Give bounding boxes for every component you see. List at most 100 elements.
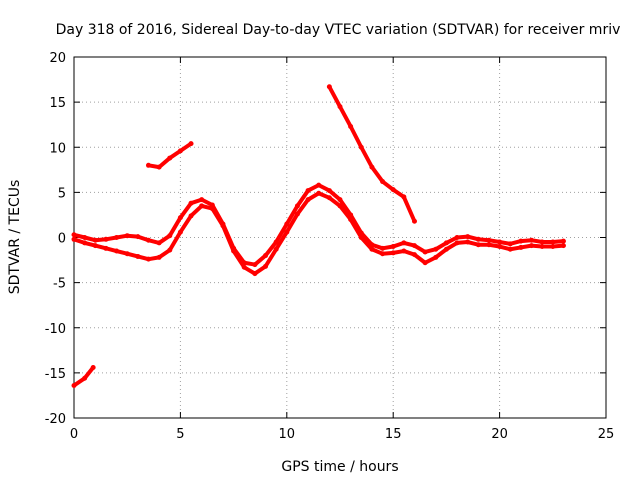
- data-point: [529, 243, 535, 249]
- data-point: [263, 263, 269, 269]
- x-tick-label: 10: [279, 427, 296, 442]
- data-point: [390, 187, 396, 193]
- data-point: [82, 235, 88, 240]
- data-point: [550, 244, 556, 250]
- data-point: [145, 237, 151, 243]
- data-point: [305, 188, 311, 194]
- data-point: [380, 179, 386, 185]
- series-segment-start: [71, 364, 96, 389]
- data-point: [209, 206, 215, 212]
- data-point: [167, 247, 173, 253]
- data-point: [316, 190, 322, 196]
- data-point: [316, 182, 322, 188]
- data-point: [390, 244, 396, 250]
- data-point: [177, 229, 183, 235]
- x-tick-label: 15: [385, 427, 402, 442]
- data-point: [71, 236, 77, 242]
- data-series: [71, 84, 566, 389]
- data-point: [454, 240, 460, 246]
- data-point: [539, 244, 545, 250]
- data-point: [486, 237, 492, 243]
- data-point: [326, 195, 332, 201]
- series-main-band-upper: [71, 182, 566, 268]
- data-point: [273, 246, 279, 252]
- data-point: [114, 235, 120, 240]
- data-point: [539, 239, 545, 245]
- chart-title: Day 318 of 2016, Sidereal Day-to-day VTE…: [56, 22, 621, 38]
- x-tick-label: 25: [598, 427, 615, 442]
- data-point: [507, 241, 513, 247]
- data-point: [252, 262, 258, 268]
- data-point: [177, 148, 183, 154]
- data-point: [518, 244, 524, 250]
- data-point: [92, 243, 98, 249]
- data-point: [465, 239, 471, 245]
- data-point: [90, 364, 96, 370]
- x-tick-label: 20: [491, 427, 508, 442]
- data-point: [294, 203, 300, 209]
- data-point: [550, 239, 556, 245]
- data-point: [337, 203, 343, 209]
- x-tick-label: 5: [176, 427, 184, 442]
- data-point: [454, 235, 460, 240]
- data-point: [167, 233, 173, 239]
- data-point: [103, 245, 109, 251]
- data-point: [114, 248, 120, 254]
- data-point: [135, 234, 141, 240]
- data-point: [422, 249, 428, 255]
- data-point: [486, 242, 492, 248]
- series-line: [72, 183, 566, 267]
- data-point: [337, 197, 343, 203]
- data-point: [273, 239, 279, 245]
- x-tick-label: 0: [70, 427, 78, 442]
- axis-ticks: 0 5 10 15 20 25 -20 -15 -10 -5 0 5 10 15 20: [45, 51, 615, 442]
- data-point: [71, 232, 77, 238]
- data-point: [348, 216, 354, 222]
- data-point: [284, 229, 290, 235]
- data-point: [231, 248, 237, 254]
- x-axis-label: GPS time / hours: [281, 459, 398, 475]
- data-point: [167, 155, 173, 161]
- data-point: [348, 123, 354, 129]
- y-tick-label: 0: [58, 232, 66, 247]
- data-point: [145, 162, 151, 168]
- data-point: [188, 141, 194, 147]
- data-point: [252, 271, 258, 277]
- data-point: [124, 233, 130, 239]
- data-point: [199, 203, 205, 209]
- data-point: [433, 254, 439, 260]
- data-point: [199, 197, 205, 203]
- data-point: [401, 248, 407, 254]
- data-point: [241, 264, 247, 270]
- grid: [74, 57, 606, 418]
- data-point: [380, 245, 386, 251]
- data-point: [560, 243, 566, 249]
- series-segment-afternoon: [326, 84, 417, 224]
- data-point: [82, 375, 88, 381]
- y-tick-label: 10: [49, 141, 66, 156]
- data-point: [411, 252, 417, 258]
- data-point: [433, 246, 439, 252]
- y-tick-label: 5: [58, 186, 66, 201]
- data-point: [497, 244, 503, 250]
- data-point: [177, 215, 183, 221]
- series-segment-morning: [145, 141, 194, 170]
- data-point: [411, 243, 417, 249]
- data-point: [337, 104, 343, 110]
- data-point: [156, 254, 162, 260]
- data-point: [305, 197, 311, 203]
- y-tick-label: -20: [45, 412, 66, 427]
- y-tick-label: -10: [45, 322, 66, 337]
- data-point: [358, 144, 364, 150]
- data-point: [188, 213, 194, 219]
- data-point: [401, 194, 407, 200]
- data-point: [475, 242, 481, 248]
- data-point: [135, 253, 141, 259]
- data-point: [411, 218, 417, 224]
- data-point: [390, 250, 396, 256]
- data-point: [401, 240, 407, 246]
- data-point: [92, 237, 98, 243]
- series-line: [72, 191, 566, 276]
- data-point: [475, 236, 481, 242]
